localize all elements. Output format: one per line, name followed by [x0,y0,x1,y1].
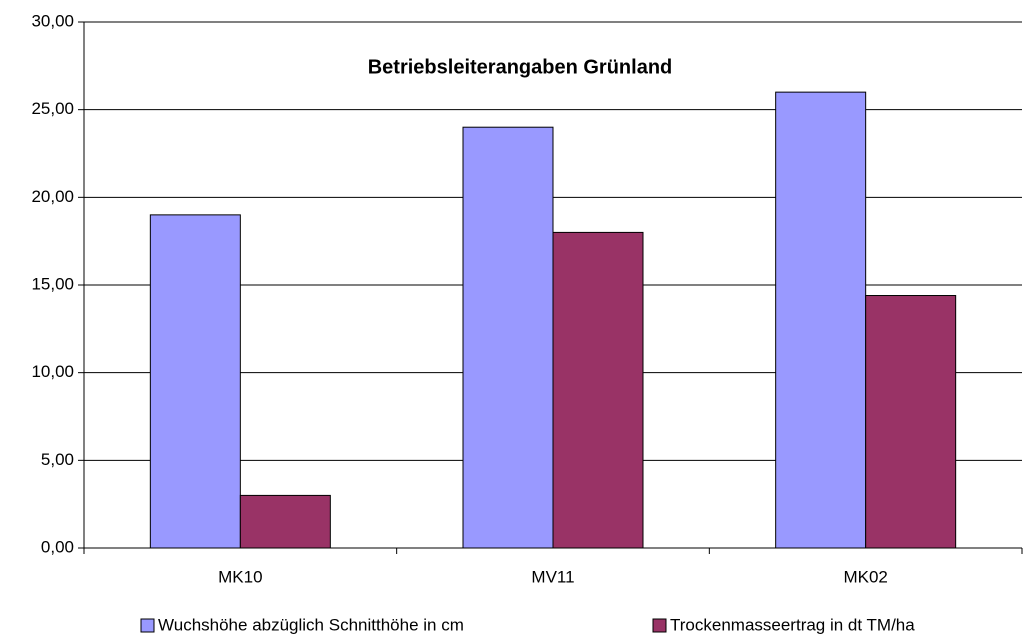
y-tick-label: 0,00 [41,537,74,556]
bar [462,126,554,549]
y-tick-label: 10,00 [31,362,74,381]
chart-title: Betriebsleiterangaben Grünland [368,56,673,78]
bar [865,295,957,549]
y-tick-label: 15,00 [31,274,74,293]
x-tick-label: MK10 [218,567,262,586]
bar [149,214,241,549]
legend-swatch [140,618,155,633]
legend-label: Trockenmasseertrag in dt TM/ha [670,615,915,634]
x-tick-label: MK02 [843,567,887,586]
bar [552,231,644,549]
bar [239,494,331,549]
legend-swatch [652,618,667,633]
bar [775,91,867,549]
x-tick-label: MV11 [531,567,574,586]
y-tick-label: 25,00 [31,99,74,118]
y-tick-label: 20,00 [31,187,74,206]
y-tick-label: 30,00 [31,11,74,30]
legend-label: Wuchshöhe abzüglich Schnitthöhe in cm [158,615,464,634]
y-tick-label: 5,00 [41,450,74,469]
